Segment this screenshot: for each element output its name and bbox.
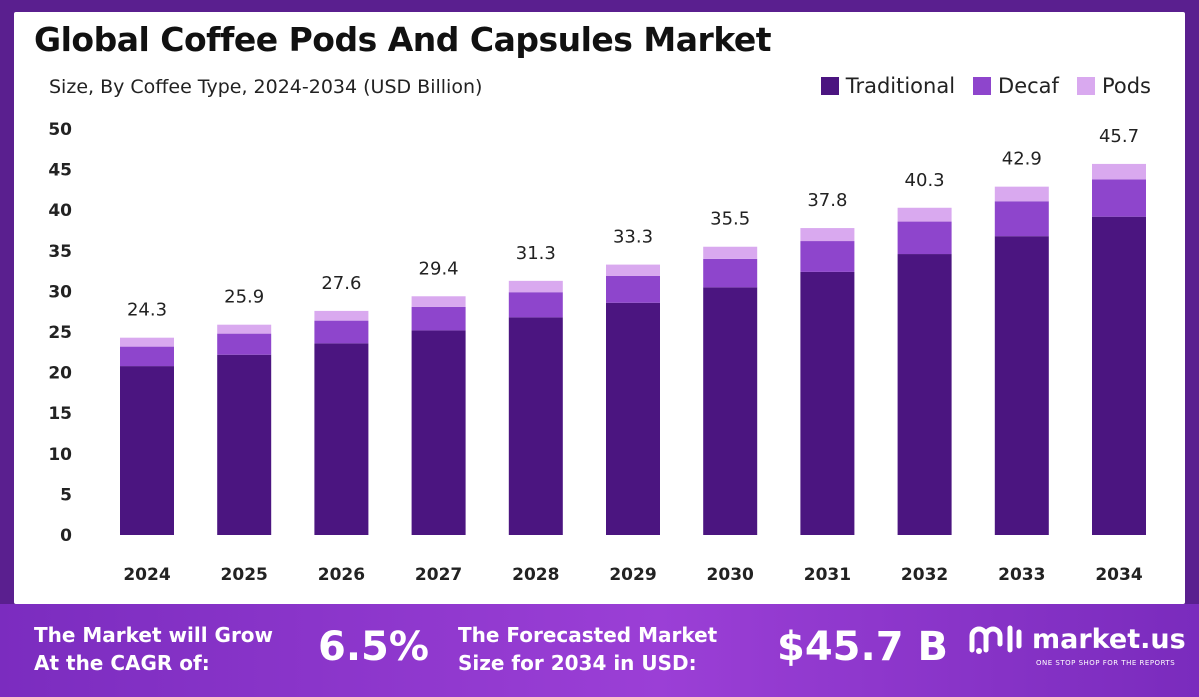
bar-traditional-2034 — [1092, 216, 1146, 536]
chart-title: Global Coffee Pods And Capsules Market — [34, 20, 772, 59]
chart-subtitle: Size, By Coffee Type, 2024-2034 (USD Bil… — [49, 76, 483, 98]
legend-swatch-traditional — [820, 77, 839, 95]
legend-item-decaf: Decaf — [973, 74, 1059, 98]
cagr-label-line1: The Market will Grow — [34, 623, 274, 647]
bar-decaf-2033 — [994, 201, 1049, 237]
bar-pods-2030 — [703, 246, 758, 259]
y-tick-label: 15 — [48, 404, 72, 424]
bar-total-label: 45.7 — [1099, 126, 1139, 147]
bar-traditional-2026 — [314, 343, 369, 535]
bar-decaf-2030 — [703, 258, 758, 288]
legend-swatch-decaf — [973, 77, 992, 95]
bar-pods-2026 — [314, 310, 369, 321]
x-tick-label: 2028 — [512, 565, 559, 585]
bar-total-label: 24.3 — [127, 300, 167, 321]
x-tick-label: 2030 — [707, 565, 754, 585]
bar-decaf-2024 — [120, 346, 174, 367]
y-tick-label: 30 — [48, 282, 72, 302]
cagr-value: 6.5% — [318, 624, 429, 670]
x-tick-label: 2032 — [901, 565, 948, 585]
x-tick-label: 2029 — [609, 565, 656, 585]
y-tick-label: 10 — [48, 445, 72, 465]
market-us-logo-icon — [969, 625, 1022, 654]
bar-pods-2025 — [217, 324, 272, 334]
bar-pods-2024 — [120, 337, 174, 347]
legend-label-traditional: Traditional — [845, 74, 956, 98]
bar-total-label: 31.3 — [516, 243, 556, 264]
legend-swatch-pods — [1076, 77, 1095, 95]
y-tick-label: 45 — [48, 161, 72, 181]
x-tick-label: 2034 — [1095, 565, 1142, 585]
x-tick-label: 2025 — [221, 565, 268, 585]
bar-traditional-2032 — [897, 254, 952, 535]
bar-total-label: 27.6 — [321, 273, 361, 294]
bar-pods-2028 — [508, 280, 563, 293]
bar-total-label: 37.8 — [807, 190, 847, 211]
forecast-label: The Forecasted Market Size for 2034 in U… — [458, 621, 717, 677]
bar-decaf-2027 — [411, 306, 466, 331]
forecast-label-line1: The Forecasted Market — [458, 623, 718, 647]
x-tick-label: 2033 — [998, 565, 1045, 585]
x-tick-label: 2027 — [415, 565, 462, 585]
bar-total-label: 42.9 — [1002, 149, 1042, 170]
cagr-label-line2: At the CAGR of: — [34, 651, 210, 675]
bar-decaf-2026 — [314, 320, 369, 344]
y-tick-label: 5 — [60, 485, 72, 505]
forecast-label-line2: Size for 2034 in USD: — [458, 651, 697, 675]
chart-legend: Traditional Decaf Pods — [820, 74, 1151, 98]
chart-card: Global Coffee Pods And Capsules Market S… — [14, 12, 1185, 604]
legend-label-pods: Pods — [1101, 74, 1151, 98]
bar-traditional-2025 — [217, 354, 272, 535]
brand-name: market.us — [1032, 623, 1186, 655]
cagr-label: The Market will Grow At the CAGR of: — [34, 621, 273, 677]
bar-pods-2033 — [994, 186, 1049, 202]
bar-pods-2029 — [606, 264, 660, 276]
bar-traditional-2030 — [703, 287, 758, 535]
footer-banner: The Market will Grow At the CAGR of: 6.5… — [0, 604, 1199, 697]
y-tick-label: 40 — [48, 201, 72, 221]
bar-total-label: 40.3 — [905, 170, 945, 191]
bar-pods-2027 — [411, 296, 466, 307]
bar-traditional-2029 — [606, 302, 660, 535]
bar-decaf-2032 — [897, 221, 952, 255]
legend-label-decaf: Decaf — [998, 74, 1059, 98]
bar-traditional-2027 — [411, 330, 466, 535]
legend-item-pods: Pods — [1076, 74, 1151, 98]
bar-total-label: 33.3 — [613, 227, 653, 248]
bar-traditional-2031 — [800, 271, 855, 535]
x-tick-label: 2026 — [318, 565, 365, 585]
y-tick-label: 50 — [48, 120, 72, 140]
bar-decaf-2034 — [1092, 179, 1146, 217]
stacked-bar-chart: 0510152025303540455024.3202425.9202527.6… — [48, 120, 1146, 585]
x-tick-label: 2031 — [804, 565, 851, 585]
bar-total-label: 35.5 — [710, 209, 750, 230]
y-tick-label: 25 — [48, 323, 72, 343]
bar-decaf-2029 — [606, 275, 660, 303]
forecast-value: $45.7 B — [777, 624, 948, 670]
bar-total-label: 25.9 — [224, 287, 264, 308]
brand-logo: market.us — [968, 622, 1186, 656]
legend-item-traditional: Traditional — [820, 74, 956, 98]
bar-traditional-2024 — [120, 366, 174, 535]
y-tick-label: 0 — [60, 526, 72, 546]
x-tick-label: 2024 — [123, 565, 170, 585]
bar-decaf-2028 — [508, 292, 563, 318]
brand-tagline: ONE STOP SHOP FOR THE REPORTS — [1036, 659, 1176, 667]
y-tick-label: 35 — [48, 242, 72, 262]
bar-decaf-2025 — [217, 333, 272, 355]
y-tick-label: 20 — [48, 364, 72, 384]
bar-traditional-2028 — [508, 317, 563, 535]
bar-pods-2032 — [897, 207, 952, 222]
bar-pods-2031 — [800, 228, 855, 242]
bar-decaf-2031 — [800, 241, 855, 272]
bar-total-label: 29.4 — [419, 258, 459, 279]
bar-traditional-2033 — [994, 236, 1049, 535]
bar-pods-2034 — [1092, 163, 1146, 180]
